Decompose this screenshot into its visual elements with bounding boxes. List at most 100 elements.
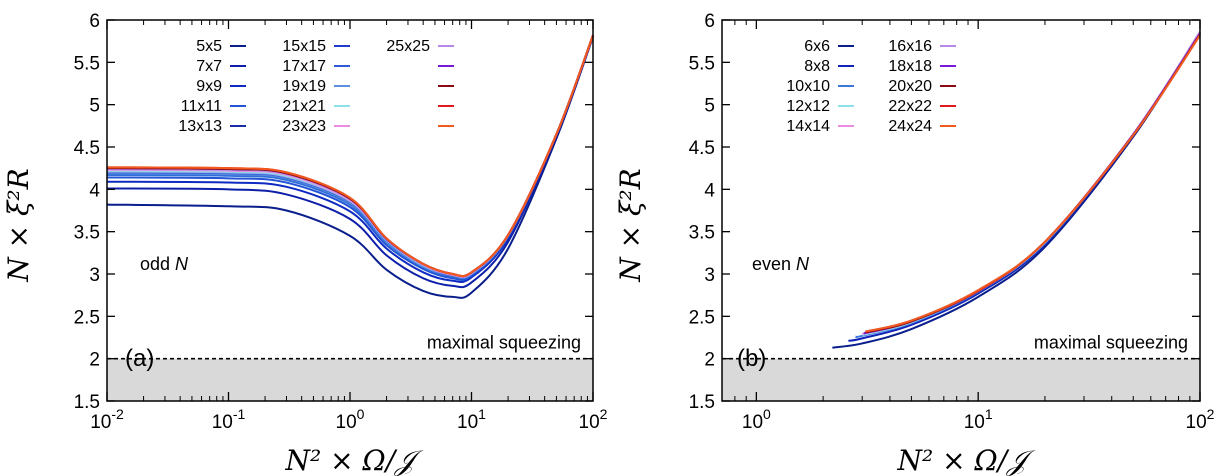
y-tick-label: 4.5 — [74, 138, 100, 159]
series-line-27x27 — [106, 34, 594, 278]
series-line-25x25 — [106, 34, 594, 278]
legend-item: 12x12 — [786, 98, 854, 115]
legend-label: 17x17 — [282, 58, 326, 75]
x-tick-label: 100 — [336, 406, 365, 433]
series-line-21x21 — [106, 34, 594, 279]
legend-item: 10x10 — [786, 78, 854, 95]
legend-label: 25x25 — [386, 38, 430, 55]
x-axis-title: N² × Ω/𝒥 — [897, 444, 1037, 476]
y-tick-label: 3.5 — [74, 223, 100, 244]
x-tick-label: 101 — [964, 406, 993, 433]
legend-item: 21x21 — [282, 98, 350, 115]
series-line-7x7 — [106, 35, 594, 289]
series-line-9x9 — [106, 35, 594, 284]
x-tick-label: 10-2 — [90, 406, 124, 433]
y-tick-label: 5 — [704, 96, 715, 117]
panel-b: maximal squeezing 1.5 2 2.5 3 3.5 4 4.5 5 5.5 6 100… — [614, 11, 1215, 476]
legend-item: 9x9 — [196, 78, 246, 95]
legend-item: 15x15 — [282, 38, 350, 55]
y-axis-title: N × ξ²R — [614, 168, 647, 283]
y-tick-label: 1.5 — [74, 392, 100, 413]
legend-label: 21x21 — [282, 98, 326, 115]
legend-item: 25x25 — [386, 38, 454, 55]
parity-annotation: even N — [752, 254, 810, 274]
legend-item: 7x7 — [196, 58, 246, 75]
y-tick-label: 1.5 — [689, 392, 715, 413]
legend-item: 8x8 — [804, 58, 854, 75]
y-tick-label: 6 — [89, 11, 100, 32]
forbidden-region — [722, 358, 1200, 401]
legend-label: 11x11 — [181, 98, 222, 115]
legend-item: 22x22 — [888, 98, 956, 115]
y-tick-label: 2 — [89, 350, 100, 371]
legend-label: 23x23 — [282, 118, 326, 135]
legend-item: 6x6 — [804, 38, 854, 55]
legend-label: 9x9 — [196, 78, 222, 95]
y-tick-label: 4 — [704, 180, 715, 201]
series-line-17x17 — [106, 34, 594, 279]
y-tick-label: 5 — [89, 96, 100, 117]
legend-label: 14x14 — [786, 118, 830, 135]
legend-item: 17x17 — [282, 58, 350, 75]
maximal-squeezing-label: maximal squeezing — [427, 333, 581, 353]
legend-label: 7x7 — [196, 58, 222, 75]
x-tick-label: 100 — [742, 406, 771, 433]
parity-annotation: odd N — [140, 254, 189, 274]
x-axis-title: N² × Ω/𝒥 — [285, 444, 425, 476]
legend-label: 13x13 — [178, 118, 222, 135]
y-tick-label: 2 — [704, 350, 715, 371]
legend-label: 24x24 — [888, 118, 932, 135]
legend-item: 11x11 — [181, 98, 246, 115]
x-tick-label: 102 — [579, 406, 608, 433]
y-tick-label: 5.5 — [689, 53, 715, 74]
series-line-23x23 — [106, 34, 594, 279]
legend-label: 20x20 — [888, 78, 932, 95]
y-tick-label: 3.5 — [689, 223, 715, 244]
y-tick-label: 2.5 — [74, 307, 100, 328]
series-line-15x15 — [106, 34, 594, 279]
series-line-13x13 — [106, 34, 594, 280]
legend-label: 18x18 — [888, 58, 932, 75]
legend-label: 10x10 — [786, 78, 830, 95]
panel-a: maximal squeezing 1.5 2 2.5 3 3.5 4 4.5 5 5.5 6 10-… — [2, 11, 608, 476]
panel-label: (b) — [737, 345, 766, 372]
series-line-31x31 — [106, 34, 594, 278]
y-tick-label: 4 — [89, 180, 100, 201]
legend-item: 20x20 — [888, 78, 956, 95]
legend-label: 16x16 — [888, 38, 932, 55]
panel-label: (a) — [125, 345, 154, 372]
y-tick-label: 5.5 — [74, 53, 100, 74]
plot-frame — [721, 19, 1201, 402]
x-tick-label: 102 — [1186, 406, 1215, 433]
legend-label: 6x6 — [804, 38, 830, 55]
y-tick-label: 6 — [704, 11, 715, 32]
legend-item: 24x24 — [888, 118, 956, 135]
x-tick-label: 10-1 — [212, 406, 246, 433]
legend-item: 16x16 — [888, 38, 956, 55]
series-line-11x11 — [106, 34, 594, 281]
legend-item: 5x5 — [196, 38, 246, 55]
legend-label: 19x19 — [282, 78, 326, 95]
series-line-33x33 — [106, 34, 594, 278]
y-axis-title: N × ξ²R — [2, 168, 35, 283]
y-tick-label: 3 — [704, 265, 715, 286]
legend-item: 23x23 — [282, 118, 350, 135]
legend-label: 15x15 — [282, 38, 326, 55]
series-line-24x24 — [865, 34, 1201, 333]
legend-item: 14x14 — [786, 118, 854, 135]
x-tick-label: 101 — [457, 406, 486, 433]
legend-label: 22x22 — [888, 98, 932, 115]
y-tick-label: 4.5 — [689, 138, 715, 159]
legend-label: 8x8 — [804, 58, 830, 75]
maximal-squeezing-label: maximal squeezing — [1034, 333, 1188, 353]
series-line-5x5 — [106, 36, 594, 299]
legend-label: 5x5 — [196, 38, 222, 55]
y-tick-label: 3 — [89, 265, 100, 286]
legend-item: 19x19 — [282, 78, 350, 95]
legend-item: 13x13 — [178, 118, 246, 135]
legend-item: 18x18 — [888, 58, 956, 75]
series-line-19x19 — [106, 34, 594, 278]
series-line-29x29 — [106, 34, 594, 278]
y-tick-label: 2.5 — [689, 307, 715, 328]
